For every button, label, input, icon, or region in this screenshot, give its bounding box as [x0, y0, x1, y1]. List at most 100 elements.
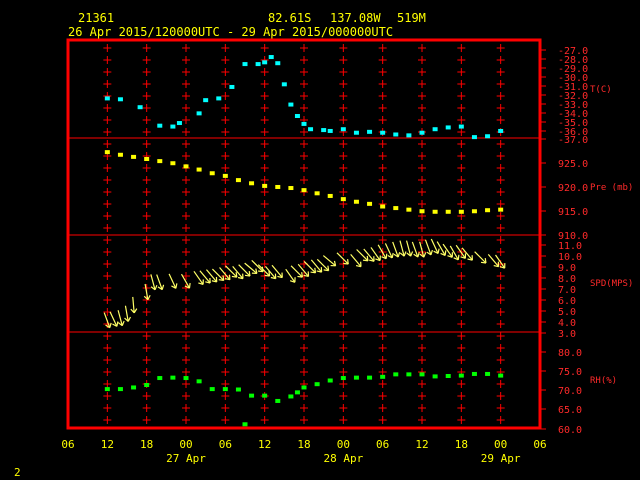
wind-arrow [363, 248, 375, 262]
grid-plus [103, 416, 112, 424]
wind-arrow [405, 240, 414, 257]
grid-plus [300, 344, 308, 352]
grid-plus [221, 128, 230, 136]
grid-plus [300, 224, 308, 232]
grid-plus [142, 260, 151, 268]
pressure-point [485, 208, 491, 213]
grid-plus [260, 188, 269, 196]
grid-plus [300, 92, 308, 100]
grid-plus [339, 140, 348, 148]
grid-plus [300, 356, 308, 364]
grid-plus [260, 320, 269, 328]
grid-plus [142, 176, 151, 184]
grid-plus [496, 68, 505, 76]
grid-plus [142, 296, 151, 304]
grid-plus [300, 368, 308, 376]
grid-plus [418, 92, 426, 100]
wind-arrow [377, 244, 388, 260]
humidity-point [294, 390, 300, 395]
grid-plus [300, 392, 308, 400]
grid-plus [339, 212, 348, 220]
station-id: 21361 [78, 11, 114, 25]
grid-plus [339, 116, 348, 124]
grid-plus [260, 44, 269, 52]
temperature-point [445, 125, 451, 130]
humidity-point [104, 387, 110, 392]
grid-plus [221, 356, 230, 364]
grid-plus [339, 92, 348, 100]
grid-plus [260, 296, 269, 304]
grid-plus [182, 320, 190, 328]
grid-plus [103, 224, 112, 232]
grid-plus [496, 392, 505, 400]
temperature-tick-label: -35.0 [558, 118, 588, 129]
grid-plus [103, 236, 112, 244]
grid-plus [103, 404, 112, 412]
grid-plus [182, 128, 190, 136]
grid-plus [339, 392, 348, 400]
wind-arrow [219, 267, 231, 281]
grid-plus [221, 116, 230, 124]
grid-plus [378, 164, 387, 172]
grid-plus [103, 200, 112, 208]
grid-plus [339, 188, 348, 196]
grid-plus [457, 80, 466, 88]
grid-plus [378, 344, 387, 352]
x-date-label: 28 Apr [323, 452, 363, 465]
temperature-tick-label: -36.0 [558, 127, 588, 138]
humidity-tick-label: 80.0 [558, 348, 582, 359]
grid-plus [378, 80, 387, 88]
grid-plus [378, 116, 387, 124]
grid-plus [142, 104, 151, 112]
grid-plus [496, 212, 505, 220]
grid-plus [142, 308, 151, 316]
grid-plus [418, 200, 426, 208]
axis-labels: -27.0-28.0-29.0-30.0-31.0-32.0-33.0-34.0… [61, 46, 633, 465]
grid-plus [457, 140, 466, 148]
grid-plus [457, 284, 466, 292]
humidity-point [183, 376, 189, 381]
grid-plus [103, 260, 112, 268]
grid-plus [418, 344, 426, 352]
grid-plus [339, 152, 348, 160]
wind-arrow [322, 255, 337, 267]
grid-plus [457, 128, 466, 136]
grid-plus [378, 284, 387, 292]
pressure-point [471, 209, 477, 214]
wind-arrow [238, 264, 251, 277]
temperature-point [196, 111, 202, 116]
pressure-tick-label: 915.0 [558, 207, 588, 218]
grid-plus [339, 248, 348, 256]
grid-plus [221, 320, 230, 328]
temperature-point [301, 121, 307, 126]
wind-arrow [303, 261, 317, 274]
humidity-point [485, 371, 491, 376]
temperature-point [229, 84, 235, 89]
grid-plus [339, 44, 348, 52]
wind-arrow [430, 238, 440, 255]
grid-plus [103, 140, 112, 148]
grid-plus [260, 380, 269, 388]
grid-plus [496, 320, 505, 328]
grid-plus [260, 416, 269, 424]
grid-plus [260, 116, 269, 124]
wind-arrow [156, 274, 165, 291]
grid-plus [182, 224, 190, 232]
page-number: 2 [14, 466, 21, 479]
wind-tick-label: 9.0 [558, 263, 576, 274]
wind-arrow [370, 247, 381, 262]
temperature-point [321, 128, 327, 133]
humidity-point [498, 373, 504, 378]
station-latitude: 82.61S [268, 11, 311, 25]
grid-plus [103, 80, 112, 88]
grid-plus [103, 344, 112, 352]
grid-plus [418, 332, 426, 340]
grid-plus [142, 332, 151, 340]
grid-plus [103, 380, 112, 388]
grid-plus [221, 404, 230, 412]
grid-plus [496, 104, 505, 112]
humidity-point [380, 374, 386, 379]
grid-plus [142, 140, 151, 148]
grid-plus [339, 68, 348, 76]
grid-plus [260, 200, 269, 208]
